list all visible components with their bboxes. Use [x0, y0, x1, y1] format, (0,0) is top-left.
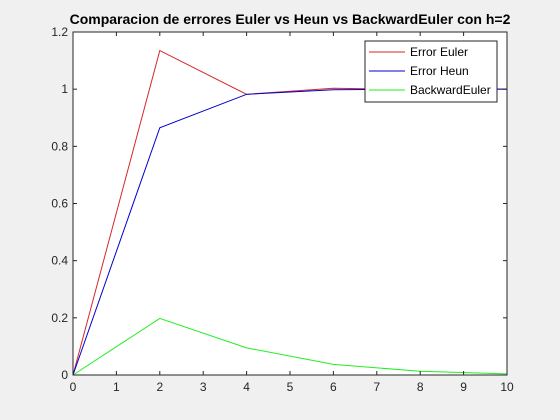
- legend-label: BackwardEuler: [410, 83, 491, 97]
- x-tick-label: 8: [417, 380, 424, 394]
- y-tick-label: 0: [61, 368, 68, 382]
- y-tick-label: 0.6: [51, 197, 68, 211]
- y-tick-label: 0.8: [51, 139, 68, 153]
- x-tick-label: 1: [113, 380, 120, 394]
- x-tick-label: 9: [460, 380, 467, 394]
- legend-label: Error Heun: [410, 64, 469, 78]
- x-tick-label: 7: [373, 380, 380, 394]
- x-tick-label: 6: [330, 380, 337, 394]
- x-tick-label: 5: [287, 380, 294, 394]
- chart-title: Comparacion de errores Euler vs Heun vs …: [70, 11, 511, 27]
- legend-label: Error Euler: [410, 45, 468, 59]
- x-tick-label: 0: [70, 380, 77, 394]
- legend: Error Euler Error Heun BackwardEuler: [364, 40, 498, 103]
- y-tick-label: 0.4: [51, 254, 68, 268]
- x-tick-label: 3: [200, 380, 207, 394]
- y-tick-label: 1.2: [51, 25, 68, 39]
- x-tick-label: 2: [156, 380, 163, 394]
- y-tick-label: 1: [61, 82, 68, 96]
- x-tick-label: 10: [500, 380, 514, 394]
- y-tick-label: 0.2: [51, 311, 68, 325]
- ticks-layer: 0 1 2 3 4 5 6 7 8 9 10 0 0.2 0.4 0.6 0.8 1 1.2: [51, 25, 514, 394]
- series-line-2: [72, 317, 508, 376]
- x-tick-label: 4: [243, 380, 250, 394]
